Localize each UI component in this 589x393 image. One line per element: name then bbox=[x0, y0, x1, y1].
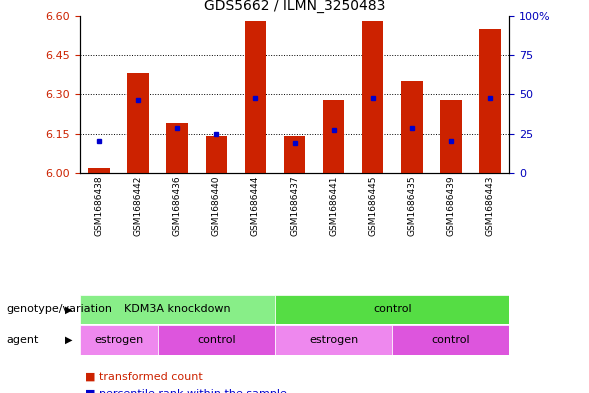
Text: estrogen: estrogen bbox=[94, 335, 143, 345]
Bar bbox=[323, 99, 345, 173]
Bar bbox=[80, 325, 158, 355]
Bar bbox=[275, 325, 392, 355]
Text: control: control bbox=[432, 335, 470, 345]
Bar bbox=[88, 168, 110, 173]
Bar bbox=[362, 21, 383, 173]
Text: ▶: ▶ bbox=[65, 335, 72, 345]
Bar bbox=[206, 136, 227, 173]
Text: control: control bbox=[197, 335, 236, 345]
Text: agent: agent bbox=[6, 335, 38, 345]
Bar bbox=[80, 295, 275, 324]
Text: ■ transformed count: ■ transformed count bbox=[85, 371, 203, 382]
Text: ▶: ▶ bbox=[65, 305, 72, 314]
Bar bbox=[479, 29, 501, 173]
Text: genotype/variation: genotype/variation bbox=[6, 305, 112, 314]
Title: GDS5662 / ILMN_3250483: GDS5662 / ILMN_3250483 bbox=[204, 0, 385, 13]
Bar bbox=[275, 295, 509, 324]
Text: KDM3A knockdown: KDM3A knockdown bbox=[124, 305, 230, 314]
Bar bbox=[127, 73, 149, 173]
Bar bbox=[167, 123, 188, 173]
Text: estrogen: estrogen bbox=[309, 335, 358, 345]
Text: ■ percentile rank within the sample: ■ percentile rank within the sample bbox=[85, 389, 287, 393]
Bar bbox=[284, 136, 305, 173]
Bar bbox=[158, 325, 275, 355]
Bar bbox=[392, 325, 509, 355]
Bar bbox=[401, 81, 422, 173]
Bar bbox=[244, 21, 266, 173]
Text: control: control bbox=[373, 305, 412, 314]
Bar bbox=[440, 99, 462, 173]
